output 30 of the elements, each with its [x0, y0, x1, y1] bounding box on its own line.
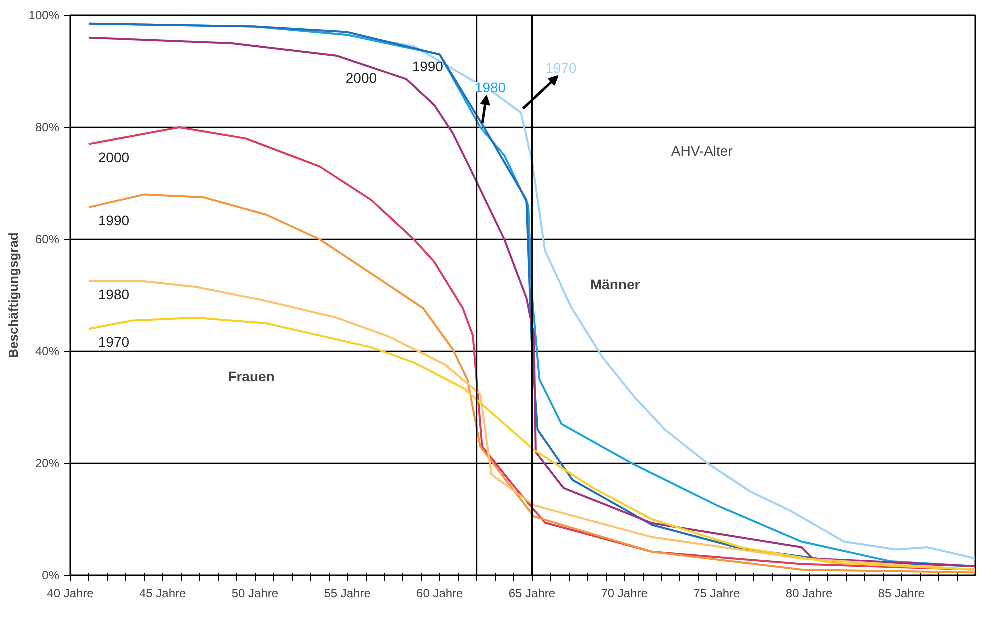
series-label: 1970: [98, 334, 130, 350]
x-tick-label: 55 Jahre: [324, 586, 372, 600]
series-label: 2000: [346, 70, 378, 86]
y-tick-label: 100%: [28, 8, 60, 22]
text: 1970: [546, 60, 577, 76]
x-tick-label: 70 Jahre: [601, 586, 648, 600]
series-label: 1990: [412, 58, 444, 75]
x-tick-label: 75 Jahre: [694, 586, 741, 600]
y-axis-title: Beschäftigungsgrad: [6, 232, 21, 358]
x-tick-label: 40 Jahre: [47, 586, 94, 600]
x-tick-label: 50 Jahre: [232, 586, 279, 600]
annotation: Männer: [590, 276, 641, 292]
x-tick-label: 85 Jahre: [878, 586, 926, 600]
annotation: AHV-Alter: [671, 143, 734, 160]
x-tick-label: 45 Jahre: [139, 586, 187, 600]
series-label: 1980: [98, 286, 130, 302]
annotation: Frauen: [228, 368, 275, 385]
x-tick-label: 60 Jahre: [416, 586, 464, 600]
y-tick-label: 20%: [35, 456, 60, 470]
series-label: 2000: [98, 149, 130, 166]
y-tick-label: 40%: [35, 344, 60, 358]
y-tick-label: 0%: [42, 568, 60, 582]
x-tick-label: 80 Jahre: [786, 586, 833, 600]
line-series: [88, 126, 976, 571]
series-label: 1990: [98, 212, 130, 229]
series-label: 1980: [474, 80, 506, 96]
x-tick-label: 65 Jahre: [508, 586, 556, 600]
y-tick-label: 60%: [35, 232, 60, 246]
line-series: [88, 194, 976, 574]
y-tick-label: 80%: [35, 120, 60, 134]
